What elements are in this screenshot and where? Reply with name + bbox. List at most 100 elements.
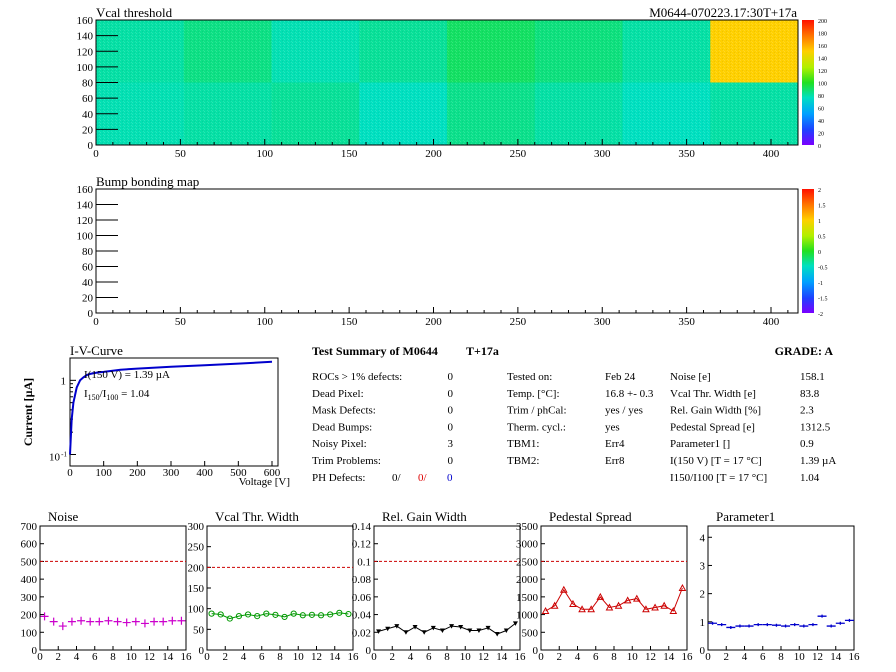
small-plot-point <box>272 611 279 618</box>
small-plot-point <box>317 612 325 619</box>
small-plot-point <box>226 615 233 622</box>
result-value: 158.1 <box>800 371 825 383</box>
bump-map-ytick-label: 20 <box>82 293 94 305</box>
bump-scale-label: 2 <box>818 188 821 194</box>
iv-ytick-label: 10 <box>49 452 61 464</box>
info-value: Err4 <box>605 438 625 450</box>
bump-color-scale: -2 -1.5 -1 -0.5 0 0.5 1 1.5 2 <box>802 188 828 318</box>
test-summary: Test Summary of M0644 T+17a GRADE: A ROC… <box>312 344 836 484</box>
vcal-map-ytick-label: 100 <box>77 62 94 74</box>
defect-label: ROCs > 1% defects: <box>312 371 402 383</box>
small-plot-xtick-label: 12 <box>311 651 322 663</box>
small-plot-ytick-label: 600 <box>21 539 38 551</box>
small-plot-ytick-label: 4 <box>700 532 706 544</box>
small-plot-title: Parameter1 <box>716 509 775 524</box>
small-plot-point <box>168 616 177 625</box>
vcal-map-xtick-label: 250 <box>510 148 527 160</box>
bump-scale-label: 0 <box>818 250 821 256</box>
vcal-map-xtick-label: 0 <box>93 148 99 160</box>
bump-map-xtick-label: 350 <box>678 316 695 328</box>
bump-scale-label: -1 <box>818 281 823 287</box>
info-label: Tested on: <box>507 371 552 383</box>
small-plot-point <box>651 603 659 611</box>
ph-defects-label: PH Defects: <box>312 472 365 484</box>
small-plot-point <box>217 611 224 618</box>
info-label: Therm. cycl.: <box>507 421 566 433</box>
small-plot-point <box>140 619 149 628</box>
small-plot-xtick-label: 2 <box>56 651 62 663</box>
small-plot-xtick-label: 14 <box>496 651 508 663</box>
vcal-map-ytick-label: 0 <box>88 140 94 152</box>
defect-value: 0 <box>448 455 454 467</box>
vcal-scale-label: 180 <box>818 32 827 38</box>
bump-scale-label: 1.5 <box>818 204 826 210</box>
module-id-label: M0644-070223.17:30T+17a <box>649 5 797 20</box>
defect-label: Mask Defects: <box>312 405 376 417</box>
info-value: Err8 <box>605 455 625 467</box>
small-plot-point <box>844 618 854 622</box>
small-plot-ytick-label: 500 <box>21 556 38 568</box>
vcal-scale-ticks: 0 20 40 60 80 100 120 140 160 180 200 <box>818 19 827 150</box>
small-plot-xtick-label: 16 <box>682 651 694 663</box>
bump-map-ytick-label: 160 <box>77 184 94 196</box>
small-plot-xtick-label: 16 <box>181 651 193 663</box>
vcal-scale-label: 100 <box>818 82 827 88</box>
small-plot-ytick-label: 2 <box>700 589 706 601</box>
iv-xlabel: Voltage [V] <box>239 476 290 488</box>
small-plot-point <box>299 612 306 619</box>
small-plot-xtick-label: 12 <box>812 651 823 663</box>
info-value: 16.8 +- 0.3 <box>605 388 654 400</box>
vcal-map-xtick-label: 50 <box>175 148 187 160</box>
small-plot-point <box>58 622 67 631</box>
iv-ytick-label: 1 <box>61 375 67 387</box>
result-value: 1312.5 <box>800 421 831 433</box>
small-plot-point <box>744 624 754 628</box>
small-plot-ytick-label: 0 <box>199 645 205 657</box>
small-plot-title: Rel. Gain Width <box>382 509 467 524</box>
small-plot-point <box>753 623 763 627</box>
small-plot-ytick-label: 50 <box>193 624 205 636</box>
small-plot-ytick-label: 250 <box>188 542 205 554</box>
small-plot-point <box>77 616 86 625</box>
small-plot-point <box>254 613 261 620</box>
small-plot-point <box>244 611 252 618</box>
small-plot-xtick-label: 4 <box>575 651 581 663</box>
small-plot-xtick-label: 8 <box>611 651 617 663</box>
small-plot-line <box>545 587 683 612</box>
info-label: Trim / phCal: <box>507 405 567 417</box>
small-plot-point <box>642 605 650 613</box>
small-plot-point <box>669 606 678 615</box>
small-plot-point <box>587 605 596 613</box>
bump-map-ytick-label: 40 <box>82 277 94 289</box>
small-plot-ytick-label: 0 <box>32 645 38 657</box>
small-plot-xtick-label: 8 <box>444 651 450 663</box>
small-plot-point <box>476 628 482 634</box>
vcal-map-ytick-label: 160 <box>77 15 94 27</box>
small-plot-frame <box>206 525 354 651</box>
result-value: 0.9 <box>800 438 814 450</box>
vcal-map-ytick-label: 40 <box>82 109 94 121</box>
small-plot-point <box>817 614 827 618</box>
small-plot-xtick-label: 8 <box>778 651 784 663</box>
vcal-scale-label: 40 <box>818 119 824 125</box>
small-plot-point <box>336 609 343 616</box>
vcal-map-xtick-label: 200 <box>425 148 442 160</box>
small-plot-point <box>40 612 49 621</box>
small-plot-point <box>541 606 550 615</box>
bump-map-xtick-label: 300 <box>594 316 611 328</box>
small-plot-xtick-label: 10 <box>126 651 138 663</box>
small-plot-xtick-label: 14 <box>329 651 341 663</box>
small-plot-ytick-label: 200 <box>188 562 205 574</box>
small-plot-ytick-label: 100 <box>21 627 38 639</box>
results-list: Noise [e] 158.1 Vcal Thr. Width [e] 83.8 Rel… <box>670 371 836 484</box>
small-plot-1: Noise 0 2 4 6 8 10 12 14 16 0 100 200 300 400 500 600 700 <box>21 509 193 663</box>
small-plot-ytick-label: 0.06 <box>352 592 372 604</box>
iv-xtick-label: 0 <box>67 467 73 479</box>
small-plot-point <box>345 610 352 618</box>
bump-map-xtick-label: 250 <box>510 316 527 328</box>
small-plot-point <box>177 616 186 625</box>
bump-scale-label: -0.5 <box>818 266 828 272</box>
small-plot-point <box>826 624 836 628</box>
info-value: yes / yes <box>605 405 643 417</box>
small-plot-xtick-label: 8 <box>110 651 116 663</box>
